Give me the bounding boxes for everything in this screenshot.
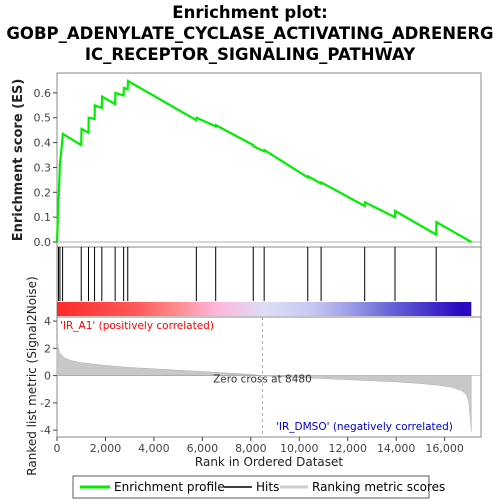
metric-y-axis-label: Ranked list metric (Signal2Noise) bbox=[25, 276, 39, 475]
x-tick-label: 0 bbox=[54, 442, 61, 455]
title-line-3: IC_RECEPTOR_SIGNALING_PATHWAY bbox=[85, 45, 416, 64]
es-panel-frame bbox=[56, 72, 482, 248]
ranking-metric-area bbox=[56, 340, 472, 432]
es-y-tick-label: 0.2 bbox=[34, 186, 52, 199]
es-y-tick-label: 0.3 bbox=[34, 161, 52, 174]
x-tick-label: 6,000 bbox=[187, 442, 219, 455]
metric-y-tick-label: -4 bbox=[40, 424, 51, 437]
title-line-1: Enrichment plot: bbox=[172, 3, 327, 22]
chart-title: Enrichment plot: GOBP_ADENYLATE_CYCLASE_… bbox=[6, 3, 493, 64]
metric-y-tick-label: 4 bbox=[44, 315, 51, 328]
metric-y-tick-label: -2 bbox=[40, 397, 51, 410]
es-y-tick-label: 0.4 bbox=[34, 137, 52, 150]
x-tick-label: 2,000 bbox=[90, 442, 122, 455]
x-tick-label: 12,000 bbox=[328, 442, 367, 455]
es-y-tick-label: 0.0 bbox=[34, 236, 52, 249]
enrichment-profile-line bbox=[55, 79, 472, 243]
x-tick-label: 14,000 bbox=[377, 442, 416, 455]
zero-cross-label: Zero cross at 8480 bbox=[213, 374, 312, 386]
legend-label-metric: Ranking metric scores bbox=[312, 480, 445, 494]
es-y-tick-label: 0.5 bbox=[34, 112, 52, 125]
positive-correlation-label: 'IR_A1' (positively correlated) bbox=[60, 320, 214, 332]
negative-correlation-label: 'IR_DMSO' (negatively correlated) bbox=[276, 421, 453, 433]
legend-label-hits: Hits bbox=[256, 480, 279, 494]
metric-y-tick-label: 2 bbox=[44, 342, 51, 355]
metric-y-tick-label: 0 bbox=[44, 370, 51, 383]
legend: Enrichment profile Hits Ranking metric s… bbox=[72, 475, 445, 499]
x-tick-label: 4,000 bbox=[138, 442, 170, 455]
es-y-axis: 0.0 0.1 0.2 0.3 0.4 0.5 0.6 bbox=[34, 87, 57, 249]
x-axis-label: Rank in Ordered Dataset bbox=[195, 455, 343, 469]
legend-label-enrichment: Enrichment profile bbox=[114, 480, 225, 494]
hits-group bbox=[57, 247, 437, 301]
es-y-tick-label: 0.6 bbox=[34, 87, 52, 100]
rank-gradient-bar bbox=[57, 302, 472, 316]
x-tick-label: 16,000 bbox=[425, 442, 464, 455]
x-tick-label: 10,000 bbox=[280, 442, 319, 455]
x-tick-label: 8,000 bbox=[235, 442, 267, 455]
es-y-tick-label: 0.1 bbox=[34, 211, 52, 224]
es-y-axis-label: Enrichment score (ES) bbox=[11, 79, 26, 242]
metric-y-axis: 4 2 0 -2 -4 bbox=[40, 315, 57, 437]
x-axis: 0 2,000 4,000 6,000 8,000 10,000 12,000 14,000 1… bbox=[54, 437, 464, 455]
title-line-2: GOBP_ADENYLATE_CYCLASE_ACTIVATING_ADRENE… bbox=[6, 24, 493, 43]
